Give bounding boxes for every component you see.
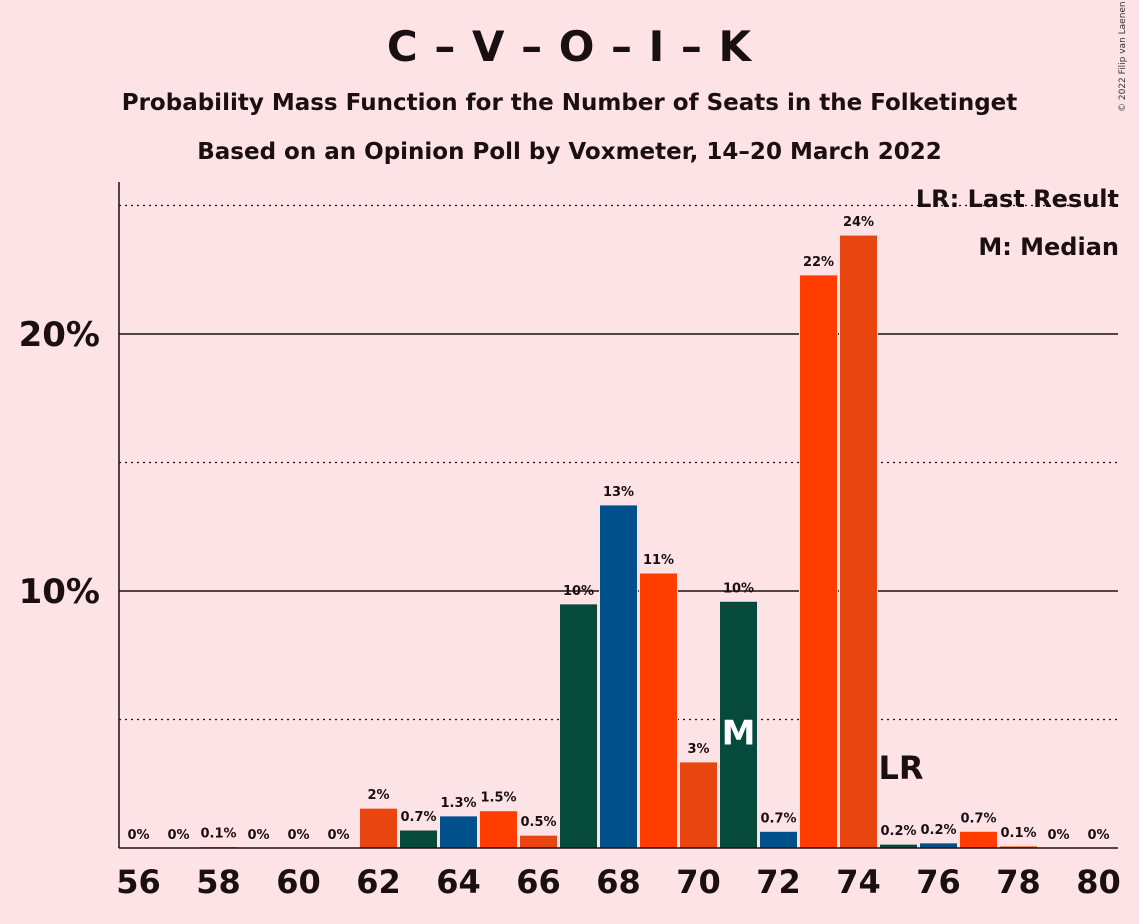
bar-67 [559, 603, 598, 849]
y-tick-label: 20% [19, 315, 100, 355]
bar-label-61: 0% [327, 828, 349, 843]
x-tick-label: 68 [596, 863, 641, 901]
bar-62 [359, 807, 398, 849]
bar-label-71: 10% [723, 581, 754, 596]
chart-subtitle: Probability Mass Function for the Number… [121, 90, 1018, 116]
bar-label-76: 0.2% [920, 823, 956, 838]
x-tick-label: 58 [196, 863, 241, 901]
x-tick-label: 70 [676, 863, 721, 901]
bar-label-66: 0.5% [520, 815, 556, 830]
x-tick-label: 62 [356, 863, 401, 901]
x-axis-ticks: 56 58 60 62 64 66 68 70 72 74 76 78 80 [116, 863, 1121, 901]
x-tick-label: 76 [916, 863, 961, 901]
bar-65 [479, 810, 518, 849]
bar-label-57: 0% [167, 828, 189, 843]
x-tick-label: 80 [1076, 863, 1121, 901]
bar-label-75: 0.2% [880, 824, 916, 839]
bar-74 [839, 234, 878, 849]
bar-77 [959, 830, 998, 849]
last-result-marker: LR [879, 749, 924, 787]
bar-label-56: 0% [127, 828, 149, 843]
bar-label-60: 0% [287, 828, 309, 843]
markers: M LR [722, 713, 924, 787]
x-tick-label: 66 [516, 863, 561, 901]
bar-label-80: 0% [1087, 828, 1109, 843]
bar-label-70: 3% [687, 742, 709, 757]
legend-median: M: Median [978, 233, 1119, 261]
bar-label-79: 0% [1047, 828, 1069, 843]
median-marker: M [722, 713, 756, 753]
bar-label-59: 0% [247, 828, 269, 843]
chart-title: C – V – O – I – K [386, 22, 753, 71]
bar-label-67: 10% [563, 584, 594, 599]
bar-label-77: 0.7% [960, 811, 996, 826]
bar-72 [759, 830, 798, 849]
bar-70 [679, 761, 718, 849]
bar-66 [519, 834, 558, 849]
x-tick-label: 72 [756, 863, 801, 901]
bars [199, 234, 1038, 849]
bar-68 [599, 504, 638, 849]
bar-label-63: 0.7% [400, 810, 436, 825]
bar-label-68: 13% [603, 485, 634, 500]
legend-last-result: LR: Last Result [915, 185, 1119, 213]
x-tick-label: 56 [116, 863, 161, 901]
bar-label-62: 2% [367, 788, 389, 803]
bar-label-58: 0.1% [200, 827, 236, 842]
bar-label-64: 1.3% [440, 796, 476, 811]
x-tick-label: 64 [436, 863, 481, 901]
bar-63 [399, 829, 438, 849]
bar-label-65: 1.5% [480, 791, 516, 806]
bar-label-73: 22% [803, 255, 834, 270]
bar-76 [919, 842, 958, 849]
x-tick-label: 78 [996, 863, 1041, 901]
bar-69 [639, 572, 678, 849]
bar-labels: 0% 0% 0.1% 0% 0% 0% 2% 0.7% 1.3% 1.5% 0.5% 10% 13% 11… [127, 215, 1109, 843]
bar-73 [799, 274, 838, 849]
bar-64 [439, 815, 478, 849]
bar-label-78: 0.1% [1000, 826, 1036, 841]
bar-label-69: 11% [643, 553, 674, 568]
chart-subtitle-poll: Based on an Opinion Poll by Voxmeter, 14… [197, 139, 942, 165]
bar-label-74: 24% [843, 215, 874, 230]
y-axis-ticks: 10% 20% [19, 315, 100, 612]
y-tick-label: 10% [19, 572, 100, 612]
x-tick-label: 60 [276, 863, 321, 901]
bar-label-72: 0.7% [760, 811, 796, 826]
x-tick-label: 74 [836, 863, 881, 901]
